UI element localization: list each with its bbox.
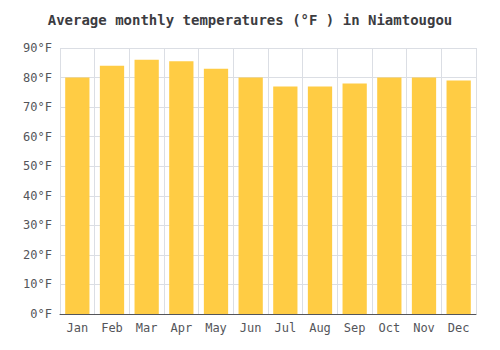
svg-text:Nov: Nov <box>413 321 435 335</box>
svg-text:Dec: Dec <box>448 321 470 335</box>
svg-text:Sep: Sep <box>344 321 366 335</box>
svg-text:Mar: Mar <box>136 321 158 335</box>
svg-text:90°F: 90°F <box>23 41 52 55</box>
svg-text:60°F: 60°F <box>23 130 52 144</box>
svg-text:Jul: Jul <box>274 321 296 335</box>
svg-text:40°F: 40°F <box>23 189 52 203</box>
svg-text:0°F: 0°F <box>30 307 52 321</box>
svg-text:70°F: 70°F <box>23 100 52 114</box>
svg-text:30°F: 30°F <box>23 218 52 232</box>
svg-text:50°F: 50°F <box>23 159 52 173</box>
svg-text:Jan: Jan <box>66 321 88 335</box>
svg-text:80°F: 80°F <box>23 71 52 85</box>
svg-text:Average monthly temperatures (: Average monthly temperatures (°F ) in Ni… <box>48 12 453 28</box>
svg-text:Apr: Apr <box>170 321 192 335</box>
svg-text:Oct: Oct <box>378 321 400 335</box>
svg-text:Jun: Jun <box>240 321 262 335</box>
svg-text:Feb: Feb <box>101 321 123 335</box>
svg-text:10°F: 10°F <box>23 277 52 291</box>
svg-text:Aug: Aug <box>309 321 331 335</box>
svg-text:20°F: 20°F <box>23 248 52 262</box>
svg-text:May: May <box>205 321 227 335</box>
